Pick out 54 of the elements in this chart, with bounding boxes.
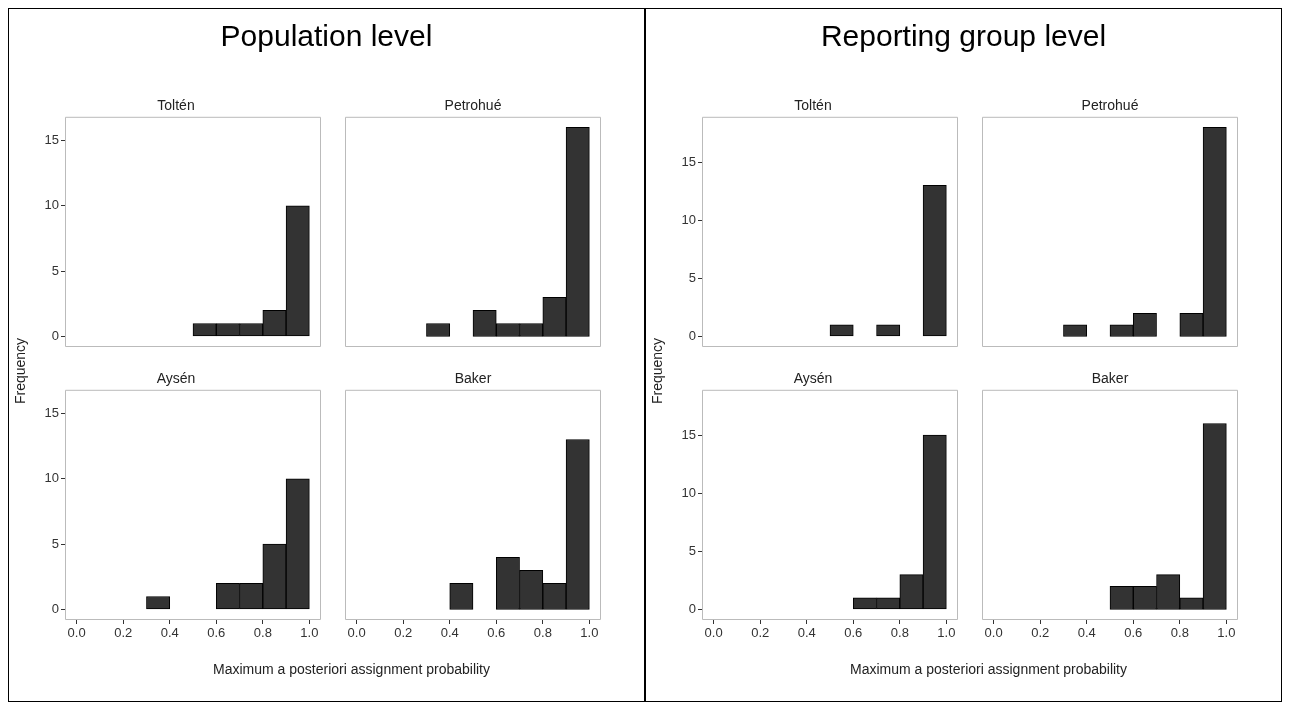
- chart-title: Baker: [1091, 370, 1129, 387]
- x-tick-label: 1.0: [580, 625, 599, 641]
- x-tick-label: 0.0: [67, 625, 86, 641]
- x-tick-label: 0.2: [394, 625, 413, 641]
- chart-title: Toltén: [794, 97, 832, 114]
- y-tick-label: 15: [681, 153, 696, 169]
- chart-title: Aysén: [156, 370, 196, 387]
- y-tick-label: 10: [44, 470, 59, 486]
- x-tick-label: 0.4: [160, 625, 179, 641]
- x-tick-label: 0.4: [440, 625, 459, 641]
- text: Reporting group level: [819, 19, 1108, 54]
- x-tick-label: 0.8: [1170, 625, 1189, 641]
- y-tick-label: 15: [44, 131, 59, 147]
- y-tick-label: 0: [688, 601, 696, 617]
- chart-title: Petrohué: [1081, 97, 1139, 114]
- y-tick-label: 10: [44, 197, 59, 213]
- x-tick-label: 0.8: [890, 625, 909, 641]
- x-tick-label: 0.8: [253, 625, 272, 641]
- text: Population level: [219, 19, 434, 54]
- y-tick-label: 0: [51, 601, 59, 617]
- x-tick-label: 0.0: [984, 625, 1003, 641]
- y-tick-label: 0: [688, 328, 696, 344]
- y-axis-title: Frequency: [649, 337, 665, 405]
- x-tick-label: 0.2: [114, 625, 133, 641]
- chart-title: Toltén: [157, 97, 195, 114]
- x-axis-title: Maximum a posteriori assignment probability: [849, 661, 1128, 677]
- x-tick-label: 0.6: [487, 625, 506, 641]
- x-tick-label: 0.6: [844, 625, 863, 641]
- y-tick-label: 5: [688, 542, 696, 558]
- x-tick-label: 0.4: [797, 625, 816, 641]
- y-tick-label: 5: [688, 269, 696, 285]
- x-tick-label: 0.2: [1031, 625, 1050, 641]
- x-tick-label: 1.0: [1217, 625, 1236, 641]
- chart-title: Baker: [454, 370, 492, 387]
- x-tick-label: 0.6: [1124, 625, 1143, 641]
- x-tick-label: 0.4: [1077, 625, 1096, 641]
- y-tick-label: 15: [681, 426, 696, 442]
- chart-title: Petrohué: [444, 97, 502, 114]
- x-tick-label: 0.0: [704, 625, 723, 641]
- x-tick-label: 0.8: [533, 625, 552, 641]
- x-tick-label: 0.0: [347, 625, 366, 641]
- x-tick-label: 0.6: [207, 625, 226, 641]
- x-tick-label: 1.0: [300, 625, 319, 641]
- y-tick-label: 5: [51, 535, 59, 551]
- y-tick-label: 0: [51, 328, 59, 344]
- y-tick-label: 15: [44, 404, 59, 420]
- y-axis-title: Frequency: [12, 337, 28, 405]
- y-tick-label: 10: [681, 211, 696, 227]
- y-tick-label: 5: [51, 262, 59, 278]
- x-tick-label: 1.0: [937, 625, 956, 641]
- chart-title: Aysén: [793, 370, 833, 387]
- y-tick-label: 10: [681, 484, 696, 500]
- x-axis-title: Maximum a posteriori assignment probability: [212, 661, 491, 677]
- x-tick-label: 0.2: [751, 625, 770, 641]
